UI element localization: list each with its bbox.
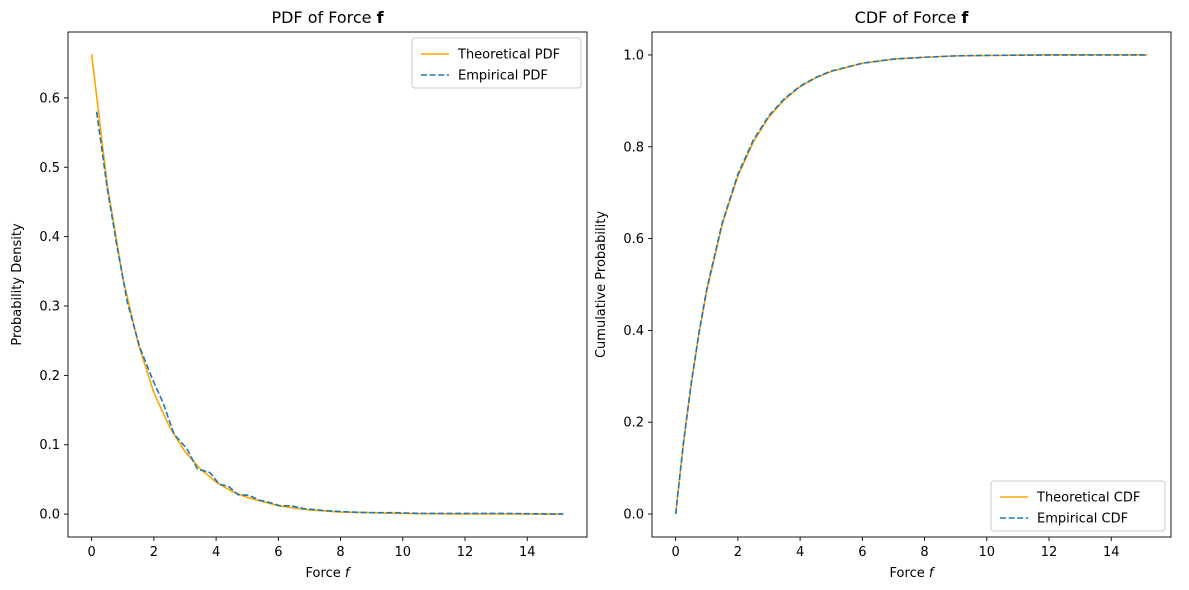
chart-title: PDF of Force f [271, 8, 384, 27]
x-tick-label: 4 [212, 545, 220, 560]
x-axis-label: Force f [890, 566, 936, 581]
y-tick-label: 0.4 [39, 230, 60, 245]
x-tick-label: 12 [1041, 545, 1058, 560]
x-tick-label: 8 [920, 545, 928, 560]
x-tick-label: 10 [395, 545, 412, 560]
series-line-empirical [674, 54, 1148, 515]
series-group [90, 54, 564, 515]
x-tick-label: 2 [150, 545, 158, 560]
series-group [674, 54, 1148, 515]
x-tick-label: 4 [796, 545, 804, 560]
x-tick-label: 2 [734, 545, 742, 560]
chart-cdf: 0 2 4 6 8 10 12 14 0.0 0.2 0.4 0.6 0.8 1.0 CDF of Forc… [594, 8, 1172, 581]
y-tick-label: 0.6 [39, 91, 60, 106]
x-tick-label: 8 [336, 545, 344, 560]
y-tick-label: 0.6 [623, 232, 644, 247]
x-tick-label: 6 [274, 545, 282, 560]
legend-box [990, 480, 1166, 532]
legend: Theoretical CDF Empirical CDF [990, 480, 1166, 532]
y-tick-label: 0.4 [623, 324, 644, 339]
x-tick-label: 14 [1103, 545, 1120, 560]
y-tick-label: 0.2 [39, 369, 60, 384]
series-line-theoretical [90, 54, 564, 515]
y-tick-label: 0.0 [39, 508, 60, 523]
x-tick-label: 0 [672, 545, 680, 560]
legend: Theoretical PDF Empirical PDF [411, 37, 582, 89]
series-line-empirical [95, 111, 564, 515]
y-tick-label: 0.3 [39, 300, 60, 315]
x-tick-label: 12 [457, 545, 474, 560]
x-tick-label: 6 [858, 545, 866, 560]
y-tick-label: 0.5 [39, 161, 60, 176]
y-axis-label: Cumulative Probability [594, 211, 609, 358]
x-tick-label: 14 [519, 545, 536, 560]
x-axis-label: Force f [306, 566, 352, 581]
series-line-theoretical [674, 54, 1148, 515]
y-tick-label: 0.2 [623, 416, 644, 431]
y-tick-label: 0.0 [623, 508, 644, 523]
chart-title: CDF of Force f [855, 8, 970, 27]
y-tick-label: 0.8 [623, 140, 644, 155]
legend-label: Empirical PDF [458, 69, 548, 84]
legend-box [411, 37, 582, 89]
axes-frame [67, 31, 588, 538]
legend-label: Empirical CDF [1037, 512, 1128, 527]
y-axis-label: Probability Density [10, 223, 25, 346]
y-tick-label: 1.0 [623, 48, 644, 63]
axes-frame [651, 31, 1172, 538]
y-tick-label: 0.1 [39, 438, 60, 453]
legend-label: Theoretical CDF [1036, 491, 1140, 506]
chart-pdf: 0 2 4 6 8 10 12 14 0.0 0.1 0.2 0.3 0.4 0.5 0.6 PDF of F… [10, 8, 588, 581]
x-tick-label: 0 [88, 545, 96, 560]
legend-label: Theoretical PDF [457, 48, 560, 63]
x-tick-label: 10 [979, 545, 996, 560]
